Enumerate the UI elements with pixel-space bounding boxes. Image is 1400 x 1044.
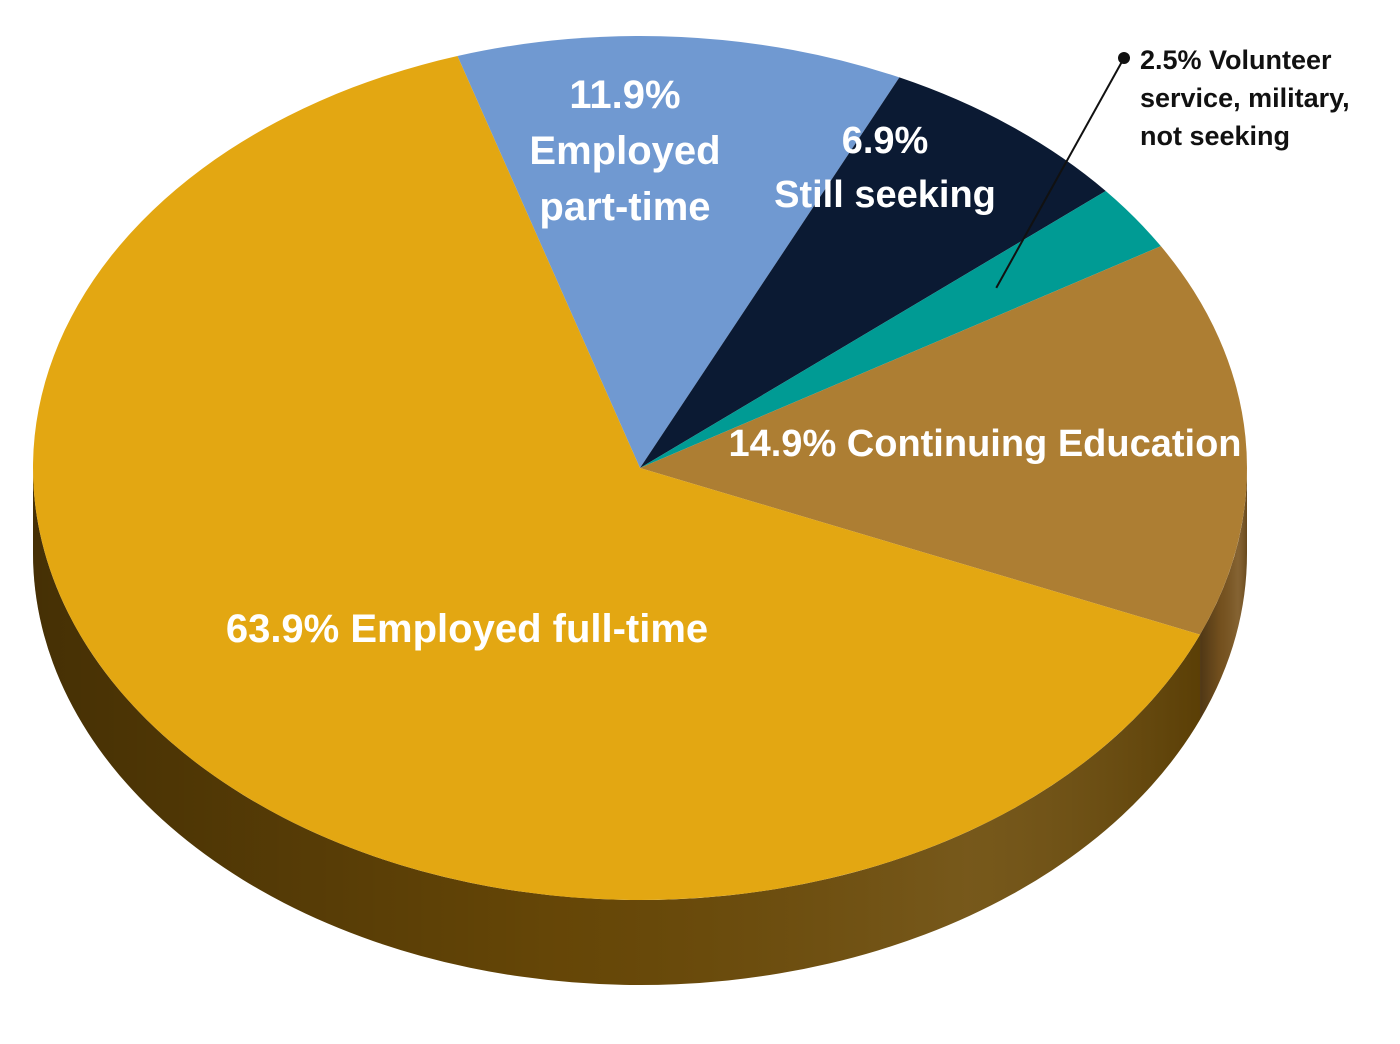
- slice-label-line: 14.9% Continuing Education: [728, 423, 1241, 465]
- volunteer-leader-line: [995, 57, 1125, 289]
- pie-top-layer: [32, 36, 1247, 901]
- slice-label-line: part-time: [539, 185, 710, 229]
- slice-label-line: not seeking: [1140, 121, 1290, 151]
- slice-label-line: 63.9% Employed full-time: [226, 607, 708, 651]
- slice-label-line: Employed: [529, 129, 720, 173]
- slice-label-line: 2.5% Volunteer: [1140, 45, 1332, 75]
- slice-label-employed-part-time: 11.9% Employed part-time: [529, 73, 720, 229]
- slice-label-still-seeking: 6.9% Still seeking: [774, 120, 996, 216]
- pie-slice-employed-part-time: [457, 36, 900, 469]
- slice-label-line: 11.9%: [569, 73, 680, 117]
- slice-label-line: service, military,: [1140, 83, 1350, 113]
- volunteer-leader-dot: [1118, 52, 1130, 64]
- pie-slice-employed-full-time: [32, 55, 1201, 901]
- pie-side-shade-employed-full-time: [33, 468, 1201, 985]
- pie-side-shade-continuing-education: [1200, 468, 1247, 720]
- slice-label-line: Still seeking: [774, 174, 996, 216]
- slice-label-employed-full-time: 63.9% Employed full-time: [226, 607, 708, 651]
- pie-slice-still-seeking: [640, 77, 1106, 469]
- slice-label-volunteer-service-military-not-seeking: 2.5% Volunteer service, military, not seek…: [1140, 45, 1350, 151]
- pie-slice-volunteer-service-military-not-seeking: [640, 190, 1161, 468]
- slice-label-line: 6.9%: [842, 120, 929, 162]
- pie-label-layer: 11.9% Employed part-time 6.9% Still seeking 2…: [226, 45, 1350, 651]
- slice-label-continuing-education: 14.9% Continuing Education: [728, 423, 1241, 465]
- pie-side-layer: [33, 468, 1247, 985]
- pie-slice-continuing-education: [640, 246, 1247, 635]
